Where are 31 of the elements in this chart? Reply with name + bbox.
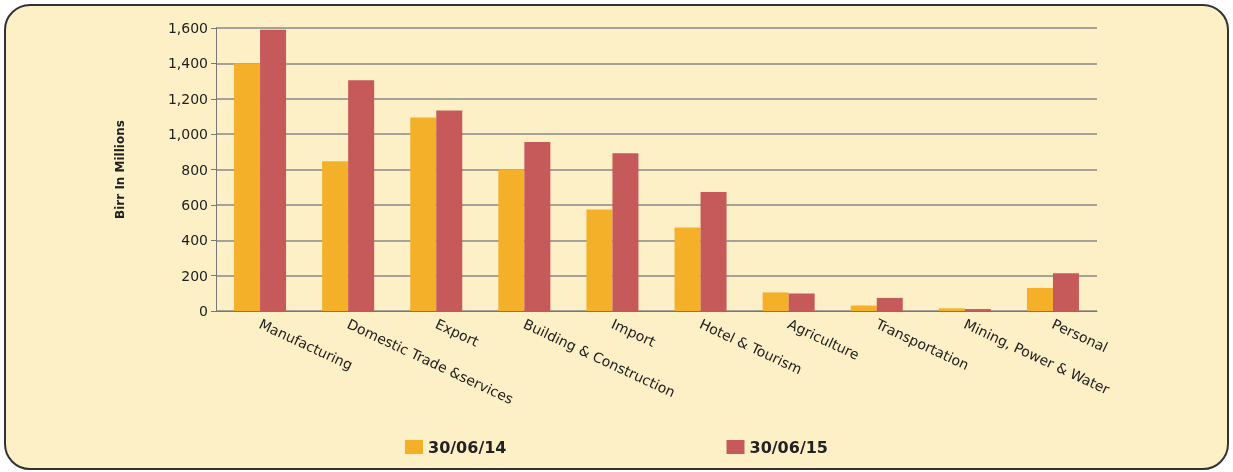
bar: [1052, 273, 1079, 311]
y-tick-label: 800: [181, 161, 208, 178]
y-tick-label: 600: [181, 196, 208, 213]
legend-label: 30/06/15: [749, 437, 828, 457]
y-axis-title: Birr In Millions: [113, 120, 127, 219]
bar: [762, 292, 789, 311]
bar: [1026, 288, 1053, 311]
bar: [612, 153, 639, 311]
y-tick-label: 1,000: [167, 126, 208, 143]
bar: [586, 209, 613, 311]
bar: [322, 161, 349, 311]
y-tick-label: 400: [181, 232, 208, 249]
bar: [700, 191, 727, 311]
y-tick-label: 0: [199, 303, 208, 319]
bar: [234, 63, 261, 311]
bar: [436, 110, 463, 311]
bar: [348, 80, 375, 311]
bar: [498, 169, 525, 311]
bar: [524, 141, 551, 311]
bar: [938, 308, 965, 311]
bar: [850, 305, 877, 311]
bar: [674, 227, 701, 311]
legend-label: 30/06/14: [428, 437, 507, 457]
bar: [788, 293, 815, 311]
y-tick-label: 1,200: [167, 90, 208, 107]
bar: [410, 117, 437, 311]
y-tick-label: 200: [181, 267, 208, 284]
y-tick-label: 1,400: [167, 55, 208, 72]
bar: [876, 297, 903, 311]
y-tick-label: 1,600: [167, 20, 208, 36]
bar: [260, 29, 287, 311]
